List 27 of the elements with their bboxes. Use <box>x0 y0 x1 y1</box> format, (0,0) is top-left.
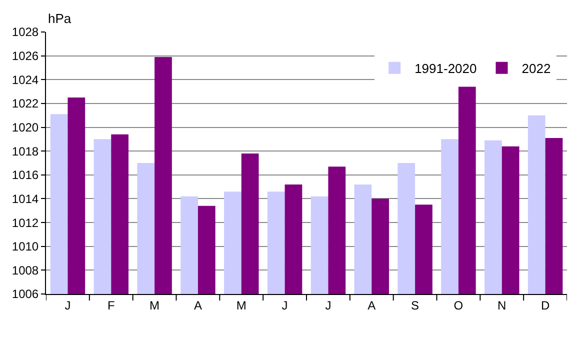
x-tick-label: O <box>454 298 464 312</box>
legend-label: 2022 <box>522 60 551 76</box>
y-tick-label: 1026 <box>12 49 39 64</box>
y-tick-label: 1028 <box>12 25 39 40</box>
y-tick-label: 1010 <box>12 240 39 254</box>
legend-label: 1991-2020 <box>414 60 477 76</box>
y-axis-title: hPa <box>48 11 72 26</box>
y-tick-label: 1014 <box>12 192 39 206</box>
y-tick-label: 1012 <box>12 216 39 230</box>
y-tick-label: 1024 <box>12 72 39 87</box>
y-tick-label: 1016 <box>12 168 39 182</box>
x-tick-label: N <box>498 298 506 312</box>
x-tick-label: J <box>64 298 71 312</box>
x-tick-label: A <box>194 298 202 312</box>
x-tick-label: J <box>325 298 332 312</box>
y-tick-label: 1006 <box>12 287 39 302</box>
x-tick-label: D <box>540 298 550 312</box>
x-tick-label: J <box>282 298 288 312</box>
x-tick-label: A <box>368 298 376 312</box>
y-tick-label: 1022 <box>12 96 39 111</box>
x-tick-label: F <box>107 298 115 312</box>
y-tick-label: 1020 <box>12 120 39 134</box>
y-tick-label: 1018 <box>12 144 39 158</box>
x-tick-label: M <box>150 298 160 312</box>
x-tick-label: M <box>236 298 246 312</box>
y-tick-label: 1008 <box>12 263 39 278</box>
x-tick-label: S <box>411 298 420 312</box>
